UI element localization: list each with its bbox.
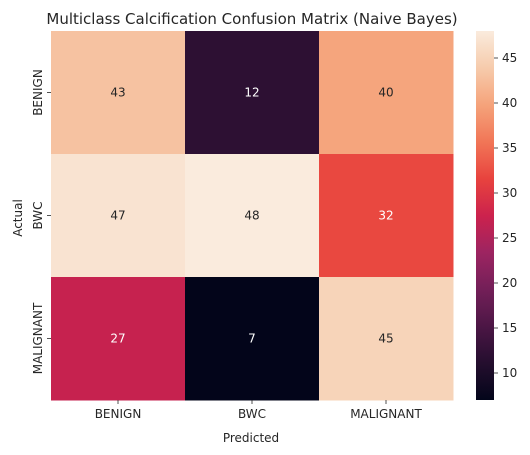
heatmap-cell-malignant-malignant [319,277,454,401]
cell-value-label: 27 [110,332,125,346]
cell-value-label: 32 [378,209,393,223]
colorbar-tick-label: 35 [502,141,517,155]
heatmap-cell-bwc-benign [51,154,186,278]
colorbar-tick-label: 15 [502,321,517,335]
colorbar-tick-label: 40 [502,96,517,110]
heatmap-cell-labels: 43 12 40 47 48 32 27 7 45 [110,86,393,346]
chart-title: Multiclass Calcification Confusion Matri… [46,10,457,28]
cell-value-label: 45 [378,332,393,346]
heatmap-cell-benign-malignant [319,31,454,155]
cell-value-label: 48 [244,209,259,223]
colorbar-tick-label: 45 [502,51,517,65]
x-axis: BENIGN BWC MALIGNANT [95,400,422,421]
colorbar-tick-label: 20 [502,276,517,290]
y-tick-label: BENIGN [31,69,45,116]
x-tick-label: BWC [238,407,266,421]
x-axis-label: Predicted [223,431,279,445]
cell-value-label: 40 [378,86,393,100]
colorbar: 10 15 20 25 30 35 40 45 [476,31,517,400]
colorbar-tick-label: 10 [502,366,517,380]
cell-value-label: 47 [110,209,125,223]
y-axis: BENIGN BWC MALIGNANT [31,69,51,374]
x-tick-label: MALIGNANT [350,407,422,421]
heatmap-cell-benign-benign [51,31,186,155]
cell-value-label: 12 [244,86,259,100]
heatmap-cell-bwc-malignant [319,154,454,278]
heatmap-cell-benign-bwc [185,31,320,155]
colorbar-gradient [476,31,494,400]
heatmap-cells [51,31,454,401]
x-tick-label: BENIGN [95,407,142,421]
heatmap-cell-malignant-benign [51,277,186,401]
colorbar-tick-label: 30 [502,186,517,200]
colorbar-tick-label: 25 [502,231,517,245]
heatmap-cell-malignant-bwc [185,277,320,401]
y-tick-label: MALIGNANT [31,302,45,374]
cell-value-label: 7 [248,332,256,346]
heatmap-cell-bwc-bwc [185,154,320,278]
cell-value-label: 43 [110,86,125,100]
y-tick-label: BWC [31,201,45,229]
y-axis-label: Actual [11,199,25,237]
